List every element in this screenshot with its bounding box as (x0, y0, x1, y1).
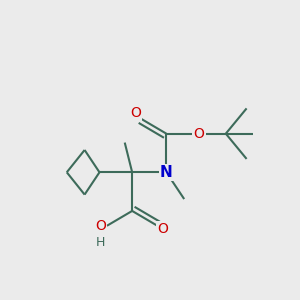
Text: N: N (160, 165, 173, 180)
Text: O: O (130, 106, 141, 120)
Text: O: O (194, 127, 205, 141)
Text: O: O (95, 219, 106, 233)
Text: H: H (96, 236, 105, 249)
Text: O: O (157, 222, 168, 236)
